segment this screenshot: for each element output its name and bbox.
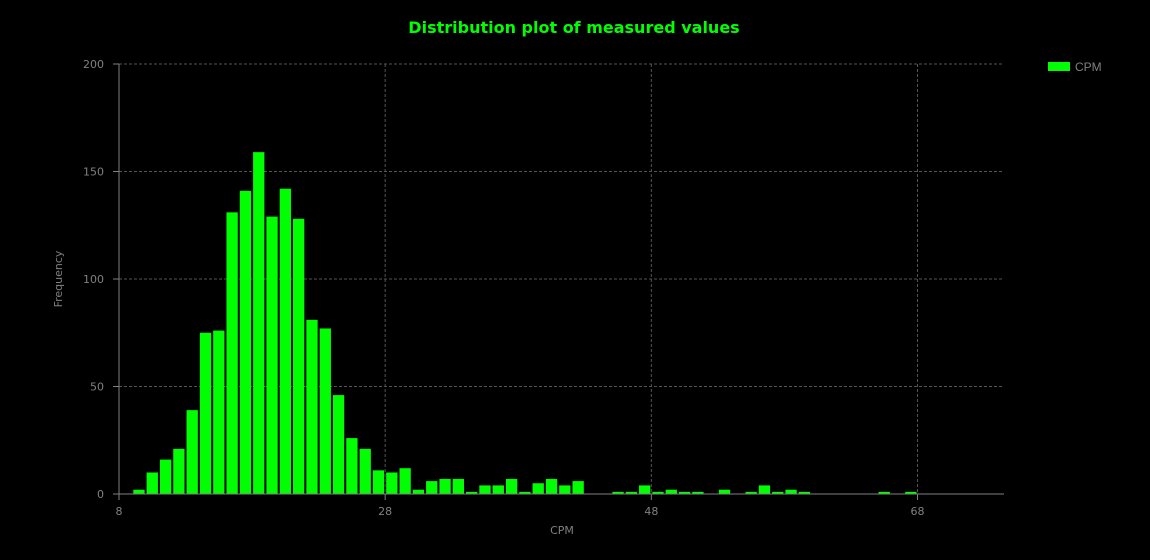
histogram-bar xyxy=(532,483,544,494)
tick-labels: 0 50 100 150 200 8 28 48 68 xyxy=(83,58,924,518)
x-axis-label: CPM xyxy=(550,524,574,537)
histogram-bar xyxy=(612,491,624,494)
histogram-bar xyxy=(439,478,451,494)
histogram-bar xyxy=(639,485,651,494)
y-tick-label: 50 xyxy=(90,381,104,394)
histogram-bar xyxy=(745,491,757,494)
histogram-bar xyxy=(386,472,398,494)
histogram-bar xyxy=(412,489,425,494)
histogram-bar xyxy=(319,328,331,494)
axes xyxy=(113,63,1004,500)
y-tick-label: 200 xyxy=(83,58,104,71)
histogram-bar xyxy=(146,472,158,494)
histogram-bar xyxy=(718,489,731,494)
histogram-bar xyxy=(466,491,478,494)
legend-label: CPM xyxy=(1075,60,1102,74)
histogram-bar xyxy=(213,330,225,494)
y-tick-label: 0 xyxy=(97,488,104,501)
y-tick-label: 100 xyxy=(83,273,104,286)
histogram-bar xyxy=(559,485,571,494)
histogram-bar xyxy=(346,438,358,494)
histogram-bar xyxy=(426,481,438,494)
histogram-bar xyxy=(332,395,345,494)
histogram-bar xyxy=(878,491,890,494)
y-axis-label: Frequency xyxy=(52,250,65,307)
histogram-bar xyxy=(199,332,212,494)
histogram-bar xyxy=(758,485,771,494)
x-tick-label: 48 xyxy=(644,505,658,518)
histogram-bar xyxy=(159,459,172,494)
histogram-bar xyxy=(306,319,318,494)
histogram-bar xyxy=(772,491,784,494)
x-tick-label: 28 xyxy=(378,505,392,518)
histogram-bar xyxy=(572,481,584,494)
histogram-bar xyxy=(678,491,691,494)
histogram-bar xyxy=(133,489,145,494)
histogram-bar xyxy=(253,152,265,494)
histogram-bar xyxy=(905,491,917,494)
histogram-bar xyxy=(492,485,504,494)
x-tick-label: 8 xyxy=(116,505,123,518)
histogram-bar xyxy=(173,448,185,494)
histogram-bar xyxy=(372,470,385,494)
bars xyxy=(133,152,917,495)
histogram-bar xyxy=(519,491,531,494)
histogram-bar xyxy=(239,190,252,494)
legend-swatch xyxy=(1048,62,1070,71)
histogram-bar xyxy=(293,218,305,495)
histogram-bar xyxy=(652,491,664,494)
histogram-bar xyxy=(505,478,518,494)
histogram-bar xyxy=(226,212,238,494)
histogram-bar xyxy=(479,485,491,494)
histogram-bar xyxy=(359,448,371,494)
histogram-bar xyxy=(186,410,198,494)
histogram-bar xyxy=(625,491,638,494)
histogram-bar xyxy=(266,216,278,494)
histogram-bar xyxy=(545,478,558,494)
histogram-bar xyxy=(399,468,411,494)
histogram-bar xyxy=(452,478,465,494)
y-tick-label: 150 xyxy=(83,166,104,179)
x-tick-label: 68 xyxy=(910,505,924,518)
histogram-bar xyxy=(279,188,292,494)
legend: CPM xyxy=(1048,60,1102,74)
histogram-bar xyxy=(665,489,677,494)
histogram-bar xyxy=(798,491,811,494)
histogram-bar xyxy=(692,491,704,494)
chart-title: Distribution plot of measured values xyxy=(408,18,739,37)
histogram-bar xyxy=(785,489,797,494)
